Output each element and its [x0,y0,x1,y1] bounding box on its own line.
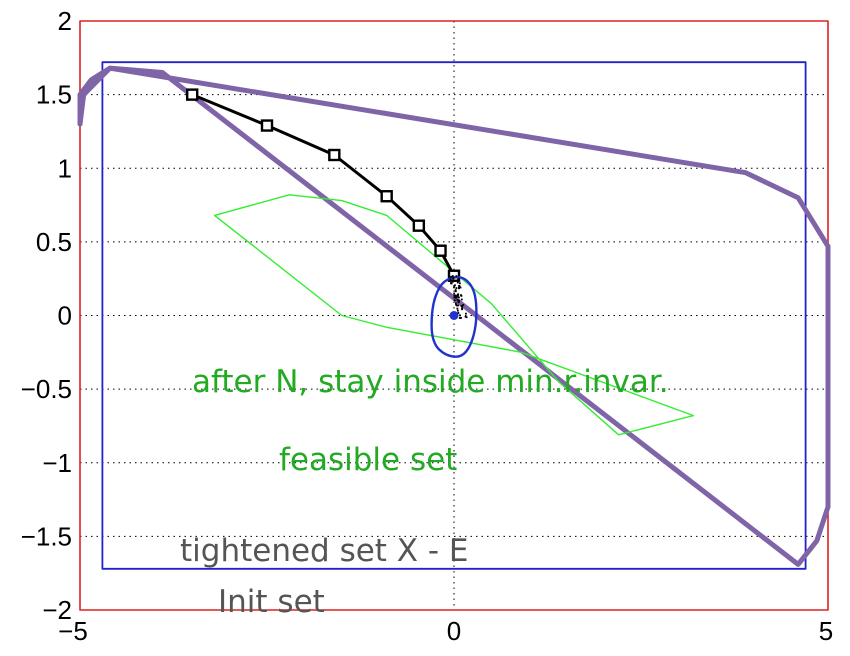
trajectory-marker [380,190,393,203]
closed-loop-state-point [458,300,460,303]
annotation-min-invariant: after N, stay inside min.r.invar. [192,364,669,400]
closed-loop-state-point [461,307,463,310]
x-tick-label: 5 [819,616,833,646]
closed-loop-state-point [455,275,458,278]
axes-layer: −2 −1.5 −1 −0.5 0 0.5 1 1.5 2 −5 0 5 [21,6,834,646]
closed-loop-state-point [450,282,452,284]
closed-loop-state-point [465,312,467,315]
closed-loop-state-point [458,296,460,299]
series-layer [77,20,831,611]
closed-loop-state-point [458,284,460,287]
series-trajectory-line [191,93,456,277]
closed-loop-state-point [460,298,463,301]
closed-loop-state-point [455,296,457,299]
x-tick-label: −5 [58,616,88,646]
y-tick-label: −0.5 [21,374,72,404]
trajectory-marker [260,119,274,132]
closed-loop-state-point [454,294,457,297]
closed-loop-state-point [456,280,459,283]
series-tightened-set [101,61,807,570]
closed-loop-state-point [458,317,461,319]
closed-loop-state-point [460,317,462,319]
closed-loop-state-point [456,307,459,310]
closed-loop-state-point [458,282,461,285]
closed-loop-state-point [449,278,452,281]
origin-point [449,311,459,320]
series-min-invariant [430,275,478,358]
y-tick-label: −2 [42,595,72,625]
closed-loop-state-point [459,314,461,317]
annotation-feasible-set: feasible set [279,442,457,478]
x-tick-label: 0 [447,616,461,646]
closed-loop-state-point [454,295,457,298]
closed-loop-state-point [453,292,456,295]
closed-loop-state-point [456,304,458,307]
closed-loop-state-point [453,294,456,297]
closed-loop-state-point [458,299,460,302]
series-state-constraint [79,20,829,611]
trajectory-marker [185,88,199,101]
closed-loop-state-point [457,286,460,289]
closed-loop-state-point [450,275,453,278]
closed-loop-state-point [457,312,460,314]
trajectory-marker [328,148,341,162]
closed-loop-state-point [452,277,455,280]
closed-loop-state-point [451,280,454,283]
y-tick-label: 1 [58,153,72,183]
closed-loop-state-point [459,286,462,289]
closed-loop-state-point [464,315,467,318]
y-tick-label: −1 [42,448,72,478]
closed-loop-state-point [456,309,459,312]
closed-loop-state-point [462,304,465,306]
closed-loop-state-point [456,299,459,301]
y-tick-label: 2 [58,6,72,36]
closed-loop-state-point [461,306,464,308]
y-tick-label: 0.5 [36,227,72,257]
trajectory-marker [412,219,426,232]
closed-loop-state-point [461,305,464,307]
trajectory-marker [434,244,447,257]
closed-loop-state-point [456,295,459,298]
annotation-tightened-set: tightened set X - E [180,533,469,569]
closed-loop-state-point [455,287,458,289]
closed-loop-state-point [454,302,457,305]
closed-loop-state-point [453,285,456,287]
closed-loop-state-point [456,294,459,297]
y-tick-label: 1.5 [36,80,72,110]
closed-loop-state-point [454,289,457,291]
closed-loop-state-point [451,275,454,277]
closed-loop-state-point [451,279,454,282]
closed-loop-state-point [453,299,456,302]
closed-loop-state-point [453,280,456,282]
y-tick-label: −1.5 [21,521,72,551]
closed-loop-state-point [457,304,459,307]
closed-loop-state-point [465,316,468,319]
closed-loop-state-point [453,286,455,289]
closed-loop-state-point [454,290,457,293]
y-tick-label: 0 [58,301,72,331]
series-feasible-set [213,194,695,436]
series-init-set [77,65,831,567]
closed-loop-state-point [453,296,456,299]
annotation-layer: after N, stay inside min.r.invar. feasib… [180,364,669,620]
closed-loop-state-point [460,294,463,297]
annotation-init-set: Init set [218,584,325,620]
closed-loop-state-point [458,278,461,281]
closed-loop-state-point [456,281,459,284]
